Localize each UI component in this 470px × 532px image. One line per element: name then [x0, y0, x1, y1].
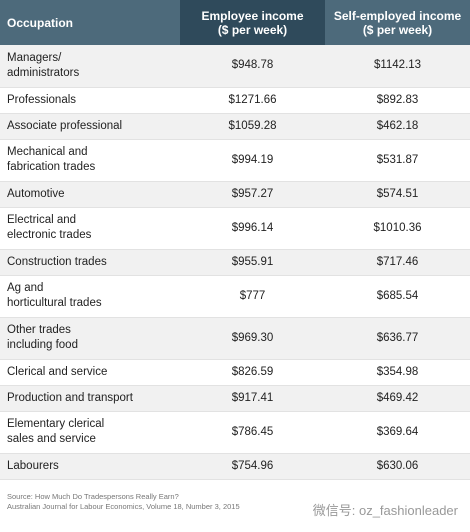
source: Source: How Much Do Tradespersons Really… — [7, 492, 240, 512]
table-row: Production and transport $917.41 $469.42 — [0, 385, 470, 412]
income-cell: $994.19 — [180, 139, 325, 182]
table-row: Labourers $754.96 $630.06 — [0, 453, 470, 480]
source-line: Australian Journal for Labour Economics,… — [7, 502, 240, 511]
table-row: Other trades including food $969.30 $636.7… — [0, 317, 470, 360]
occupation-cell: Professionals — [0, 87, 180, 114]
income-cell: $1059.28 — [180, 113, 325, 140]
income-cell: $996.14 — [180, 207, 325, 250]
header-cell: Occupation — [0, 0, 180, 45]
income-table: Occupation Employee income ($ per week) Se… — [0, 0, 470, 480]
table-row: Professionals $1271.66 $892.83 — [0, 87, 470, 114]
income-cell: $948.78 — [180, 45, 325, 88]
income-cell: $1142.13 — [325, 45, 470, 88]
table-row: Associate professional $1059.28 $462.18 — [0, 113, 470, 140]
occupation-cell: Construction trades — [0, 249, 180, 276]
occupation-cell: Ag and horticultural trades — [0, 275, 180, 318]
table-row: Managers/ administrators $948.78 $1142.13 — [0, 45, 470, 88]
table-row: Electrical and electronic trades $996.14 $… — [0, 207, 470, 250]
occupation-cell: Other trades including food — [0, 317, 180, 360]
occupation-cell: Associate professional — [0, 113, 180, 140]
income-cell: $354.98 — [325, 359, 470, 386]
watermark: 微信号: oz_fashionleader — [312, 503, 458, 518]
occupation-cell: Labourers — [0, 453, 180, 480]
income-cell: $826.59 — [180, 359, 325, 386]
income-cell: $685.54 — [325, 275, 470, 318]
income-cell: $786.45 — [180, 411, 325, 454]
table-row: Clerical and service $826.59 $354.98 — [0, 359, 470, 386]
income-cell: $574.51 — [325, 181, 470, 208]
income-cell: $469.42 — [325, 385, 470, 412]
income-cell: $369.64 — [325, 411, 470, 454]
occupation-cell: Elementary clerical sales and service — [0, 411, 180, 454]
header-cell: Employee income ($ per week) — [180, 0, 325, 45]
income-cell: $957.27 — [180, 181, 325, 208]
income-cell: $1010.36 — [325, 207, 470, 250]
income-cell: $531.87 — [325, 139, 470, 182]
income-cell: $462.18 — [325, 113, 470, 140]
source-line: Source: How Much Do Tradespersons Really… — [7, 492, 179, 501]
header-row: Occupation Employee income ($ per week) Se… — [0, 0, 470, 45]
income-cell: $892.83 — [325, 87, 470, 114]
occupation-cell: Mechanical and fabrication trades — [0, 139, 180, 182]
table-row: Ag and horticultural trades $777 $685.54 — [0, 275, 470, 318]
income-cell: $636.77 — [325, 317, 470, 360]
table-row: Mechanical and fabrication trades $994.19… — [0, 139, 470, 182]
income-cell: $1271.66 — [180, 87, 325, 114]
income-cell: $955.91 — [180, 249, 325, 276]
header-cell: Self-employed income ($ per week) — [325, 0, 470, 45]
occupation-cell: Clerical and service — [0, 359, 180, 386]
income-cell: $754.96 — [180, 453, 325, 480]
table-row: Construction trades $955.91 $717.46 — [0, 249, 470, 276]
occupation-cell: Electrical and electronic trades — [0, 207, 180, 250]
income-cell: $630.06 — [325, 453, 470, 480]
income-cell: $717.46 — [325, 249, 470, 276]
occupation-cell: Managers/ administrators — [0, 45, 180, 88]
occupation-cell: Production and transport — [0, 385, 180, 412]
table-row: Automotive $957.27 $574.51 — [0, 181, 470, 208]
income-cell: $917.41 — [180, 385, 325, 412]
table-row: Elementary clerical sales and service $78… — [0, 411, 470, 454]
income-cell: $777 — [180, 275, 325, 318]
income-cell: $969.30 — [180, 317, 325, 360]
occupation-cell: Automotive — [0, 181, 180, 208]
